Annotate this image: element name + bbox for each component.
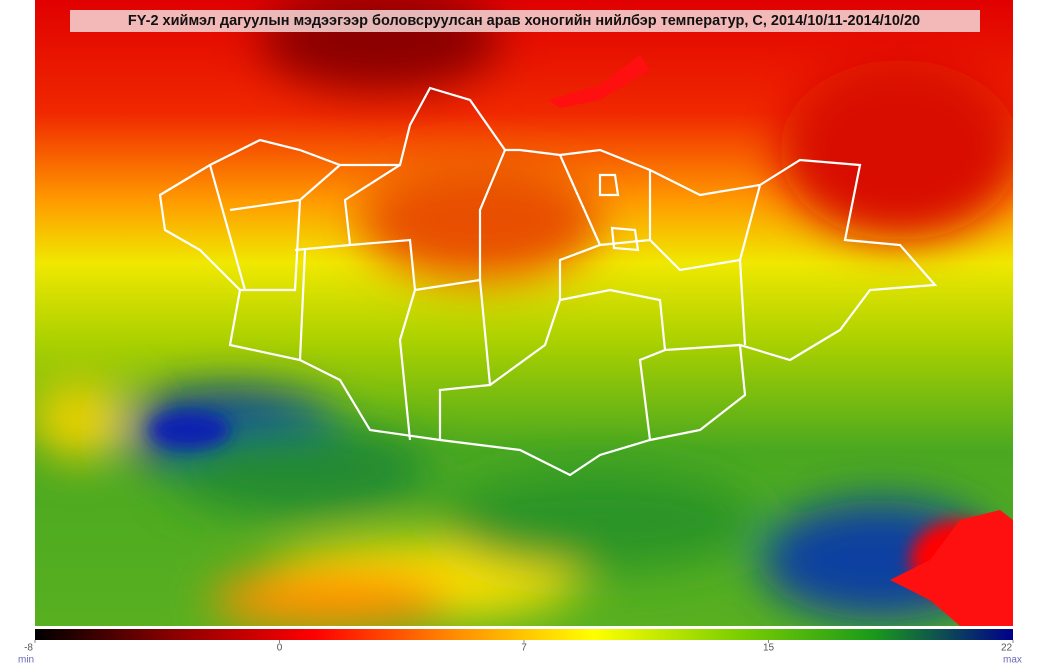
- colorbar: [35, 629, 1013, 640]
- province-boundaries: [158, 86, 938, 477]
- colorbar-tick-label: 22: [1001, 643, 1013, 654]
- map-title: FY-2 хиймэл дагуулын мэдээгээр боловсруу…: [128, 13, 920, 29]
- colorbar-min-label: min: [18, 655, 34, 666]
- colorbar-tick-label: 7: [521, 643, 527, 654]
- colorbar-max-label: max: [1003, 655, 1022, 666]
- colorbar-ticks: -8 0 7 15 22 min max: [18, 640, 1022, 666]
- temperature-raster: [35, 0, 1013, 626]
- colorbar-tick-label: -8: [24, 643, 33, 654]
- colorbar-tick-label: 15: [763, 643, 775, 654]
- colorbar-tick-label: 0: [277, 643, 283, 654]
- title-background: [70, 10, 980, 32]
